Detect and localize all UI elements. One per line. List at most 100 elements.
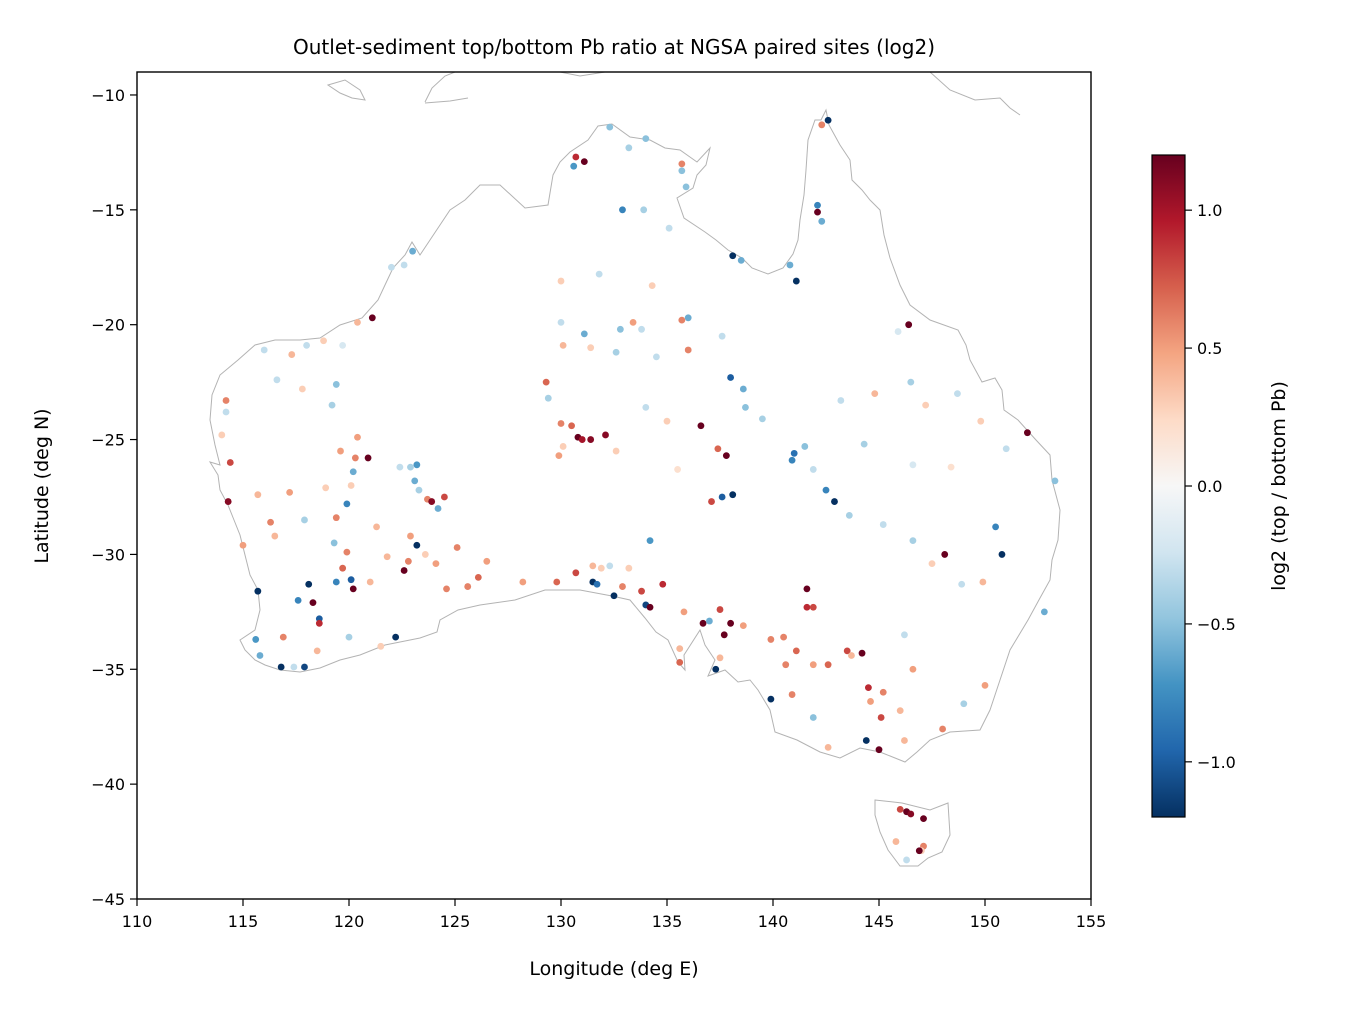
site-point bbox=[737, 256, 745, 264]
site-point bbox=[848, 652, 855, 659]
site-point bbox=[718, 493, 726, 501]
site-point bbox=[578, 436, 586, 443]
site-point bbox=[606, 123, 614, 131]
scatter-points bbox=[218, 116, 1059, 864]
site-point bbox=[680, 608, 688, 616]
site-point bbox=[619, 583, 626, 590]
site-point bbox=[519, 578, 527, 586]
site-point bbox=[349, 585, 357, 593]
site-point bbox=[901, 737, 908, 744]
site-point bbox=[809, 661, 817, 669]
site-point bbox=[960, 700, 968, 708]
x-tick-label: 150 bbox=[970, 912, 1001, 931]
site-point bbox=[595, 270, 603, 278]
site-point bbox=[837, 397, 845, 404]
site-point bbox=[610, 592, 618, 600]
site-point bbox=[222, 408, 230, 416]
site-point bbox=[354, 433, 361, 441]
site-point bbox=[659, 580, 667, 588]
site-point bbox=[979, 578, 987, 586]
site-point bbox=[1002, 445, 1010, 453]
site-point bbox=[896, 707, 904, 715]
site-point bbox=[907, 378, 915, 386]
x-axis-label: Longitude (deg E) bbox=[529, 958, 698, 980]
site-point bbox=[648, 282, 656, 290]
colorbar-ticks: −1.0 −0.5 0.0 0.5 1.0 bbox=[1185, 201, 1236, 772]
site-point bbox=[877, 714, 885, 721]
site-point bbox=[801, 443, 809, 450]
site-point bbox=[803, 603, 811, 611]
site-point bbox=[328, 401, 336, 409]
site-point bbox=[392, 633, 400, 641]
site-point bbox=[443, 585, 450, 593]
site-point bbox=[256, 652, 264, 659]
site-point bbox=[981, 681, 989, 689]
site-point bbox=[642, 403, 650, 411]
site-point bbox=[941, 551, 949, 558]
site-point bbox=[729, 252, 737, 260]
site-point bbox=[629, 318, 637, 326]
site-point bbox=[254, 491, 262, 499]
site-point bbox=[222, 397, 230, 404]
site-point bbox=[364, 454, 372, 462]
coastline bbox=[208, 72, 1061, 867]
site-point bbox=[742, 403, 749, 411]
site-point bbox=[290, 663, 298, 671]
site-point bbox=[383, 553, 391, 561]
site-point bbox=[915, 847, 923, 855]
site-point bbox=[413, 461, 421, 469]
site-point bbox=[347, 576, 355, 584]
y-axis: −45 −40 −35 −30 −25 −20 −15 −10 bbox=[91, 86, 137, 909]
site-point bbox=[862, 737, 870, 744]
site-point bbox=[646, 537, 654, 545]
site-point bbox=[373, 523, 380, 531]
site-point bbox=[559, 341, 567, 349]
site-point bbox=[589, 562, 597, 570]
site-point bbox=[553, 578, 561, 586]
site-point bbox=[400, 567, 408, 574]
site-point bbox=[330, 539, 338, 547]
site-point bbox=[273, 376, 281, 384]
x-axis: 110 115 120 125 130 135 140 145 150 155 bbox=[122, 899, 1106, 931]
y-tick-label: −45 bbox=[91, 890, 125, 909]
site-point bbox=[720, 631, 728, 639]
site-point bbox=[572, 569, 580, 577]
site-point bbox=[818, 217, 826, 225]
x-tick-label: 140 bbox=[758, 912, 789, 931]
site-point bbox=[332, 578, 340, 586]
site-point bbox=[303, 341, 310, 349]
site-point bbox=[678, 160, 686, 168]
site-point bbox=[909, 665, 917, 673]
site-point bbox=[432, 560, 440, 568]
new-guinea-coastline-1 bbox=[326, 79, 366, 101]
site-point bbox=[557, 420, 565, 427]
site-point bbox=[271, 532, 279, 540]
site-point bbox=[337, 447, 344, 455]
site-point bbox=[474, 573, 482, 581]
x-tick-label: 120 bbox=[334, 912, 365, 931]
site-point bbox=[347, 482, 355, 489]
site-point bbox=[860, 440, 868, 448]
colorbar: −1.0 −0.5 0.0 0.5 1.0 log2 (top / bottom Pb) bbox=[1151, 154, 1290, 818]
site-point bbox=[218, 431, 226, 439]
site-point bbox=[349, 468, 357, 476]
site-point bbox=[254, 587, 262, 595]
site-point bbox=[354, 318, 361, 326]
y-tick-label: −15 bbox=[91, 201, 125, 220]
site-point bbox=[712, 665, 720, 673]
site-point bbox=[790, 449, 798, 457]
site-point bbox=[907, 810, 915, 818]
site-point bbox=[301, 516, 308, 524]
tasmania-coastline bbox=[874, 799, 951, 867]
site-point bbox=[998, 551, 1006, 558]
y-tick-label: −40 bbox=[91, 775, 125, 794]
y-tick-label: −10 bbox=[91, 86, 125, 105]
site-point bbox=[684, 346, 692, 354]
site-point bbox=[638, 587, 645, 595]
site-point bbox=[351, 454, 359, 462]
site-point bbox=[239, 541, 247, 549]
site-point bbox=[368, 314, 376, 322]
site-point bbox=[905, 321, 913, 329]
site-point bbox=[606, 562, 614, 570]
